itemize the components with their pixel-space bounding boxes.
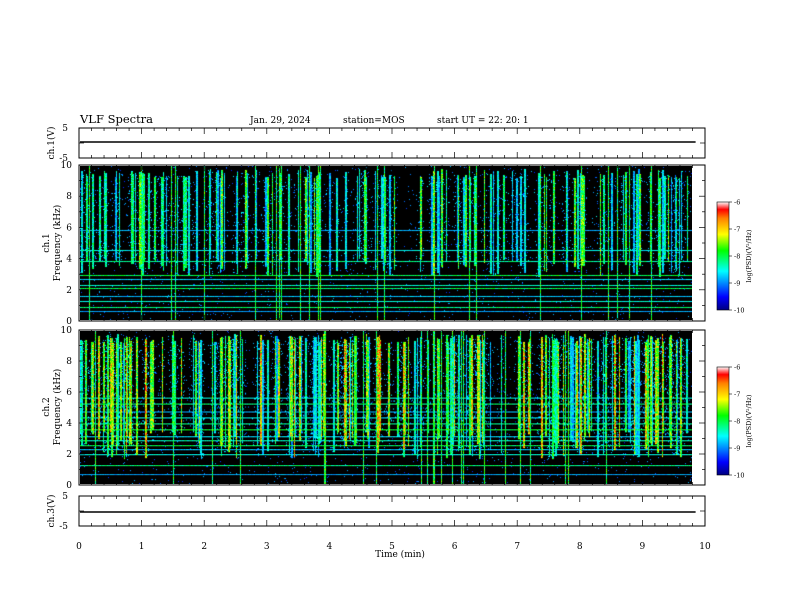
x-tick-label: 1 <box>139 542 145 552</box>
ch2-frequency-tick-labels: 0 2 4 6 8 10 <box>61 326 73 491</box>
y-tick-label: 0 <box>66 317 72 327</box>
y-tick-label: 10 <box>61 326 73 336</box>
ch1-colorbar <box>716 201 730 311</box>
x-tick-label: 5 <box>389 542 395 552</box>
colorbar-tick-label: -6 <box>734 364 740 372</box>
ch2-colorbar <box>716 366 730 476</box>
ch1-frequency-ylabel: Frequency (kHz) <box>52 205 63 282</box>
ch3-ytick-bottom: -5 <box>59 522 68 532</box>
colorbar-tick-label: -8 <box>734 253 740 261</box>
y-tick-label: 4 <box>66 255 72 265</box>
colorbar-tick-label: -9 <box>734 445 740 453</box>
x-axis-label: Time (min) <box>375 549 425 560</box>
figure-title: VLF Spectra <box>79 112 153 126</box>
colorbar-tick-label: -7 <box>734 391 740 399</box>
y-tick-label: 8 <box>66 357 72 367</box>
date-label: Jan. 29, 2024 <box>249 116 311 126</box>
ch2-colorbar-label: log(PSD)(V²/Hz) <box>745 394 753 447</box>
ch2-frequency-ylabel: Frequency (kHz) <box>52 369 63 446</box>
y-tick-label: 2 <box>66 450 72 460</box>
y-tick-label: 2 <box>66 286 72 296</box>
ch3-waveform-ylabel: ch.3(V) <box>46 495 57 528</box>
start-time-label: start UT = 22: 20: 1 <box>437 116 529 126</box>
y-tick-label: 0 <box>66 481 72 491</box>
ch1-channel-label: ch.1 <box>42 233 52 252</box>
x-tick-label: 8 <box>577 542 583 552</box>
ch2-channel-label: ch.2 <box>42 397 52 416</box>
colorbar-tick-label: -7 <box>734 226 740 234</box>
x-tick-label: 4 <box>327 542 333 552</box>
x-tick-label: 2 <box>201 542 207 552</box>
colorbar-tick-label: -6 <box>734 199 740 207</box>
station-label: station=MOS <box>343 116 405 126</box>
ch1-colorbar-label: log(PSD)(V²/Hz) <box>745 229 753 282</box>
ch1-waveform-ylabel: ch.1(V) <box>46 127 57 160</box>
colorbar-tick-labels: -6 -7 -8 -9 -10 -6 -7 -8 -9 -10 <box>729 199 744 480</box>
axis-ticks <box>78 127 706 527</box>
colorbar-tick-label: -10 <box>734 307 744 315</box>
colorbar-tick-label: -8 <box>734 418 740 426</box>
ch3-ytick-top: 5 <box>62 492 68 502</box>
x-tick-label: 9 <box>640 542 646 552</box>
ch1-ytick-bottom: -5 <box>59 154 68 164</box>
x-tick-labels: 0 1 2 3 4 5 6 7 8 9 10 <box>76 542 711 552</box>
y-tick-label: 10 <box>61 161 73 171</box>
ch1-ytick-top: 5 <box>62 124 68 134</box>
ch2-spectrogram-image <box>80 331 692 484</box>
y-tick-label: 6 <box>66 388 72 398</box>
x-tick-label: 0 <box>76 542 82 552</box>
ch1-spectrogram-image <box>80 166 692 320</box>
x-tick-label: 6 <box>452 542 458 552</box>
colorbar-tick-label: -9 <box>734 280 740 288</box>
y-tick-label: 6 <box>66 223 72 233</box>
ch1-frequency-tick-labels: 0 2 4 6 8 10 <box>61 161 73 327</box>
colorbar-tick-label: -10 <box>734 472 744 480</box>
y-tick-label: 4 <box>66 419 72 429</box>
x-tick-label: 10 <box>699 542 711 552</box>
y-tick-label: 8 <box>66 192 72 202</box>
x-tick-label: 3 <box>264 542 270 552</box>
x-tick-label: 7 <box>514 542 520 552</box>
